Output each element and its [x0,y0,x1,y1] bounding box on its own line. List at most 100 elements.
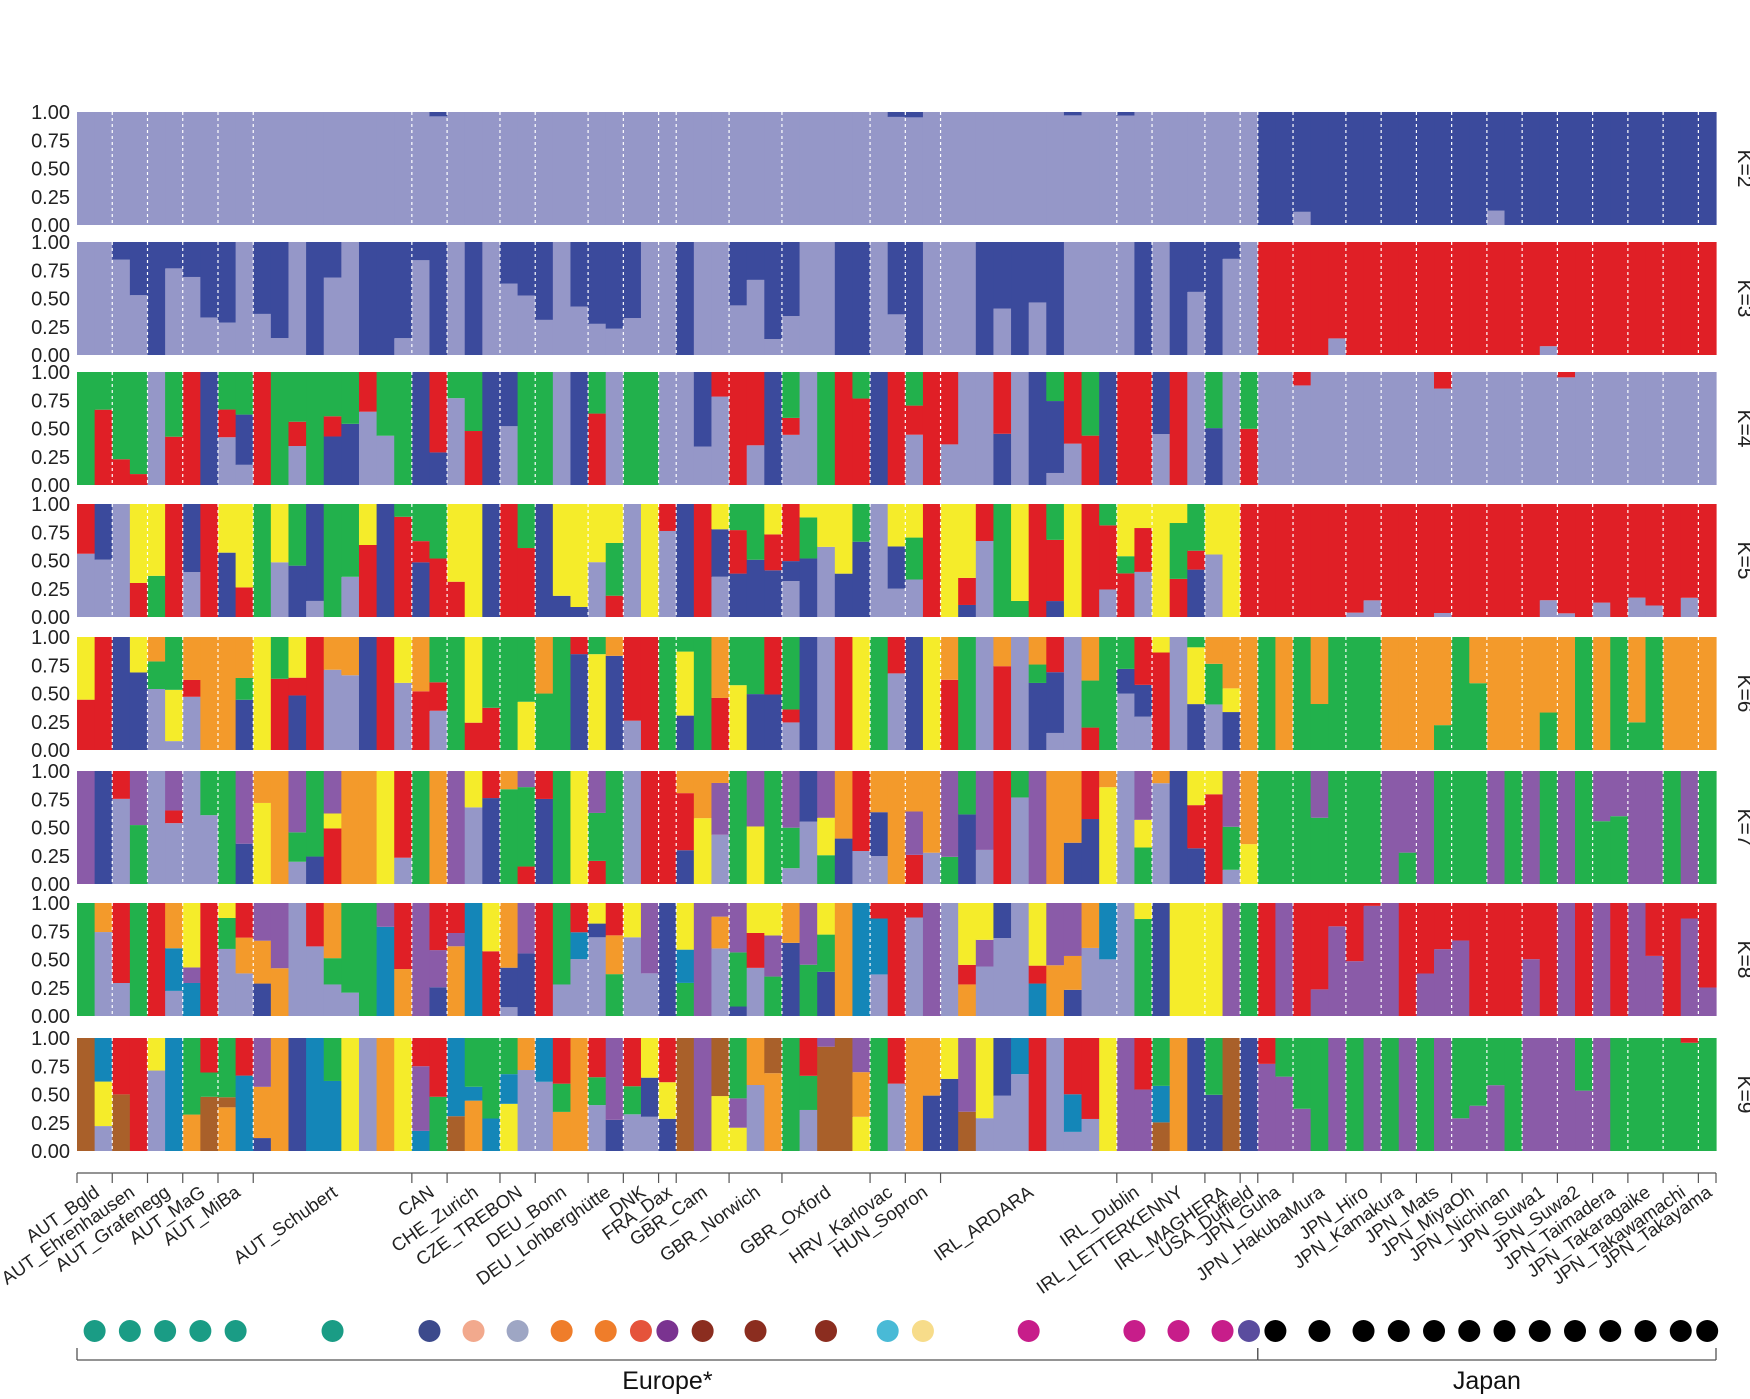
bar-segment [499,903,519,968]
bar-segment [658,1038,677,1083]
bar-segment [1116,637,1136,669]
bar-segment [358,1038,378,1151]
bar-segment [182,572,201,617]
bar-segment [940,1078,959,1151]
bar-segment [834,1038,854,1151]
bar-segment [676,372,695,485]
bar-segment [1539,771,1558,884]
bar-segment [253,112,272,225]
bar-segment [1222,688,1241,713]
bar-segment [1592,504,1611,603]
bar-segment [464,1086,483,1101]
bar-segment [1046,965,1065,1016]
panel-k2: 1.00 0.75 0.50 0.25 0.00 K=2 [31,102,1750,237]
bar-segment [394,516,413,617]
bar-segment [1187,771,1206,806]
bar-segment [270,678,290,750]
bar-segment [112,112,131,225]
bar-segment [1645,605,1664,617]
bar-segment [1398,112,1417,225]
bar-segment [464,504,483,617]
bar-segment [746,967,765,1016]
bar-segment [253,637,272,750]
y-tick-label: 0.75 [31,390,70,412]
bar-segment [129,771,149,826]
bar-segment [341,423,360,485]
bar-segment [464,722,483,750]
bar-segment [781,942,801,1016]
bar-segment [1204,504,1224,555]
bar-segment [817,637,836,750]
bar-segment [764,339,783,355]
bar-segment [147,112,166,225]
bar-segment [323,436,342,485]
y-tick-label: 1.00 [31,1028,70,1050]
bar-segment [1610,637,1629,750]
bar-segment [799,821,818,884]
bar-segment [165,823,184,884]
bar-segment [1134,528,1153,572]
bar-segment [1275,1076,1294,1151]
bar-segment [1539,372,1558,485]
bar-segment [411,1066,431,1131]
bar-segment [729,685,748,750]
bar-segment [182,504,201,573]
bar-segment [887,112,906,117]
bar-segment [1169,1038,1188,1151]
bar-segment [1610,1038,1629,1151]
bar-segment [394,682,413,750]
bar-segment [852,504,871,542]
bar-segment [1434,771,1453,884]
bar-segment [817,971,836,1016]
bar-segment [1451,903,1470,941]
bar-segment [1081,1038,1100,1119]
population-dot [462,1320,485,1342]
bar-segment [1099,589,1118,617]
bar-segment [605,504,624,543]
bar-segment [447,771,466,884]
bar-segment [817,1046,836,1151]
bar-segment [165,372,184,437]
bar-segment [411,1038,431,1067]
bar-segment [781,561,801,581]
bar-segment [746,826,765,884]
bar-segment [411,504,431,542]
bar-segment [1134,372,1153,485]
bar-segment [1663,637,1682,750]
bar-segment [499,283,519,355]
bar-segment [1275,771,1294,884]
bar-segment [200,1072,219,1097]
bar-segment [288,504,307,566]
bar-segment [429,710,448,750]
bar-segment [464,431,483,485]
bar-segment [887,673,906,750]
bar-segment [253,771,272,803]
bar-segment [94,1126,113,1151]
bar-segment [870,812,889,857]
bar-segment [623,637,642,721]
bar-segment [129,1038,149,1151]
y-tick-label: 0.50 [31,419,70,441]
bar-segment [1310,637,1329,705]
bar-segment [235,1075,254,1151]
bar-segment [940,242,959,355]
bar-segment [165,637,184,690]
bar-segment [499,372,519,427]
bar-segment [1169,112,1188,225]
bar-segment [922,112,942,225]
y-tick-label: 0.00 [31,874,70,896]
bar-segment [834,504,854,574]
bar-segment [1063,504,1083,617]
bar-segment [605,242,624,329]
bar-segment [623,1114,642,1151]
bar-segment [394,372,413,485]
bar-segment [94,903,113,933]
bar-segment [870,112,889,225]
bar-segment [517,548,536,617]
population-dot [1696,1320,1719,1342]
bar-segment [588,654,607,750]
bar-segment [535,1038,554,1082]
bar-segment [764,976,783,1016]
bar-segment [1257,112,1276,225]
bar-segment [1645,637,1664,750]
